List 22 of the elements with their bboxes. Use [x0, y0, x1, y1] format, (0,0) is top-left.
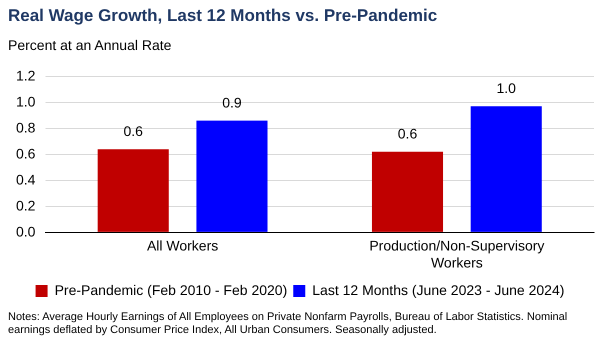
y-tick-label: 1.0 — [16, 93, 36, 110]
legend-label: Pre-Pandemic (Feb 2010 - Feb 2020) — [54, 282, 288, 298]
bar — [470, 106, 542, 232]
legend-label: Last 12 Months (June 2023 - June 2024) — [312, 282, 564, 298]
data-label: 0.6 — [398, 126, 418, 142]
chart-subtitle: Percent at an Annual Rate — [8, 37, 172, 53]
bar — [98, 149, 169, 232]
y-tick-label: 0.0 — [16, 223, 36, 240]
y-tick-label: 0.8 — [16, 119, 36, 136]
x-tick-label: All Workers — [146, 238, 218, 254]
y-tick-label: 0.6 — [16, 145, 36, 162]
bar — [196, 120, 268, 232]
data-label: 0.9 — [222, 94, 242, 110]
x-tick-label: Production/Non-Supervisory Workers — [369, 238, 544, 270]
y-tick-label: 1.2 — [16, 67, 36, 84]
data-label: 0.6 — [123, 123, 144, 140]
chart-title: Real Wage Growth, Last 12 Months vs. Pre-Pandemic — [8, 6, 438, 26]
y-tick-label: 0.4 — [16, 171, 36, 188]
bar — [372, 152, 444, 232]
text: Notes: Average Hourly Earnings of All Employees on Private Nonfarm Payrolls, Bureau of Labor Statistics. Nominal earnings deflated by Consumer Price Index, All Urban Consumers. Seasonally adjusted. — [8, 311, 568, 337]
y-tick-label: 0.2 — [16, 197, 36, 214]
data-label: 1.0 — [496, 80, 516, 96]
